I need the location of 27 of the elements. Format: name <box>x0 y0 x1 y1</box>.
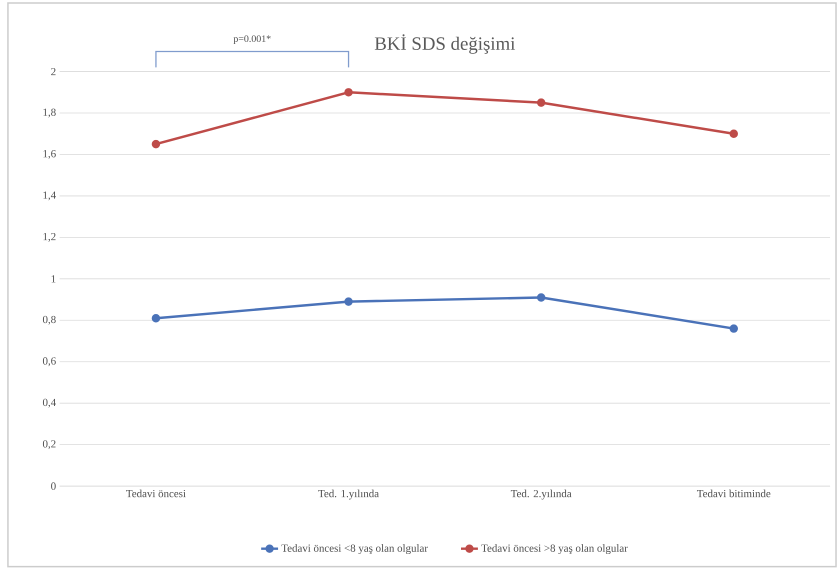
text: p=0.001* <box>234 36 271 44</box>
point <box>344 298 353 306</box>
point <box>730 130 738 138</box>
y-tick-label: 1,6 <box>43 150 56 160</box>
point <box>344 88 353 97</box>
x-tick-label: Tedavi öncesi <box>126 490 186 498</box>
y-tick-label: 1 <box>52 275 56 283</box>
y-tick-label: 0,2 <box>42 440 56 450</box>
point <box>536 98 546 108</box>
chart-title: BKİ SDS değişimi <box>374 34 516 54</box>
legend-label: Tedavi öncesi <8 yaş olan olgular <box>281 544 428 554</box>
y-tick-label: 2 <box>51 68 56 76</box>
legend-label: Tedavi öncesi >8 yaş olan olgular <box>481 544 628 554</box>
y-tick-label: 0,6 <box>42 357 56 366</box>
point <box>152 314 160 323</box>
x-tick-label: Tedavi bitiminde <box>696 490 770 498</box>
x-tick-label: Ted. 2.yılında <box>510 490 572 500</box>
point <box>152 140 160 149</box>
point <box>730 324 738 333</box>
y-tick-label: 1,2 <box>43 233 56 242</box>
y-tick-label: 0,8 <box>42 316 56 325</box>
point <box>536 293 546 302</box>
y-tick-label: 0,4 <box>42 398 56 408</box>
y-tick-label: 0 <box>51 482 56 490</box>
y-tick-label: 1,8 <box>43 108 56 118</box>
y-tick-label: 1,4 <box>43 192 56 201</box>
x-tick-label: Ted. 1.yılında <box>318 490 379 500</box>
